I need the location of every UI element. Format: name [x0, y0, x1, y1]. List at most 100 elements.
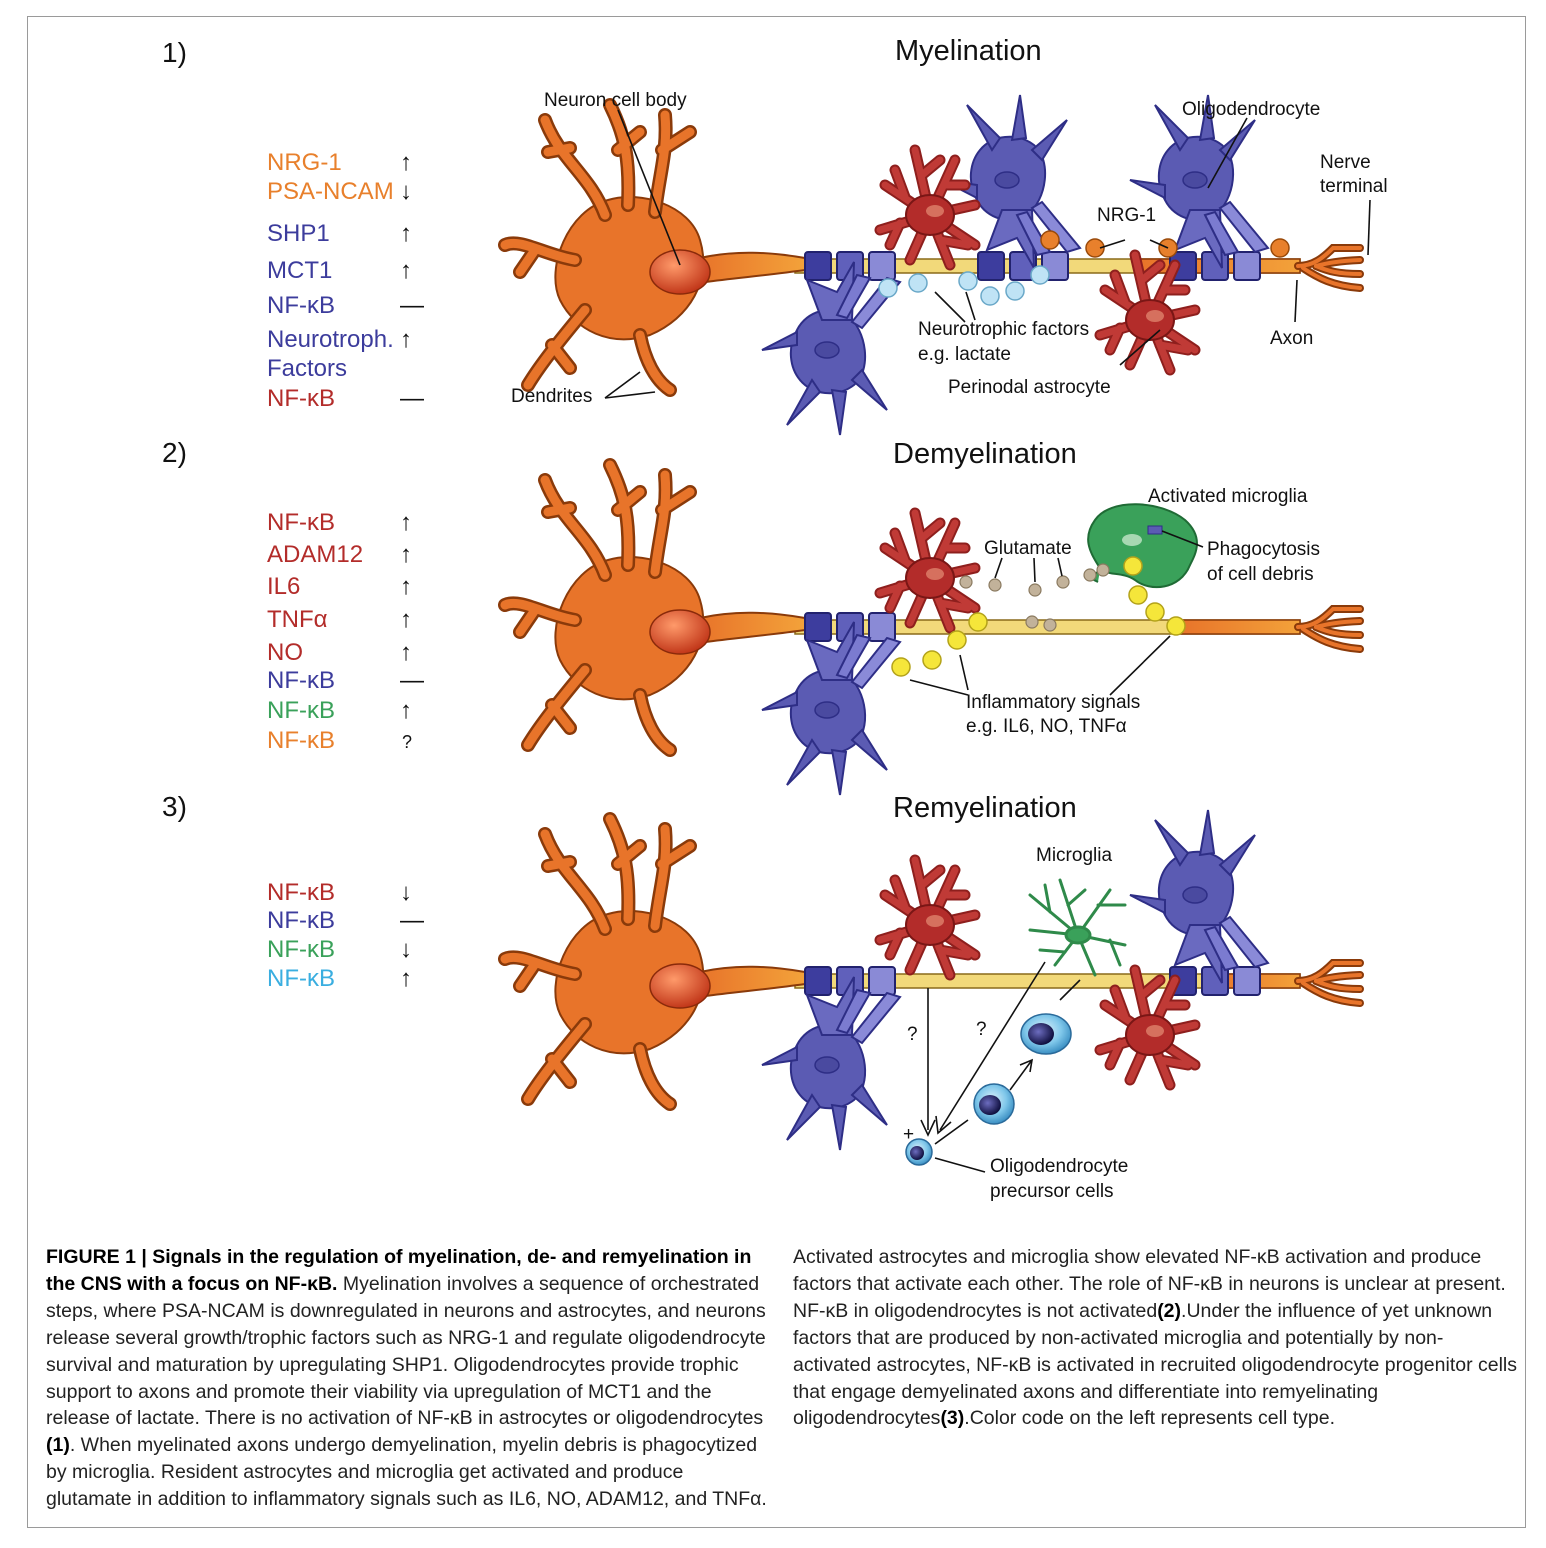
anno-oligodendrocyte: Oligodendrocyte: [1182, 99, 1320, 120]
panel-3-number: 3): [162, 791, 187, 822]
caption-ref-1: (1): [46, 1434, 70, 1457]
panel-2-demyelination: NF-κB ↑ ADAM12 ↑ IL6 ↑ TNFα ↑ NO ↑ NF-κB…: [162, 437, 1360, 796]
figure-caption-label: FIGURE 1 | Signals in the regulation of …: [46, 1246, 752, 1295]
anno-neuron-cell-body: Neuron cell body: [544, 90, 687, 111]
legend-2-arrow-2: ↑: [400, 541, 412, 568]
legend-3-arrow-1: ↓: [400, 879, 412, 906]
caption-text-3: Under the influence of yet unknown facto…: [793, 1299, 1518, 1430]
legend-1-label-1: NRG-1: [267, 149, 342, 176]
caption-text-2: . When myelinated axons undergo demyelin…: [46, 1434, 767, 1511]
panel-3-opc-large: [1020, 1013, 1072, 1055]
figure-frame: [27, 16, 1526, 1528]
legend-2-arrow-1: ↑: [400, 509, 412, 536]
panel-2-number: 2): [162, 437, 187, 468]
panel-3-oligodendrocyte-right: [1129, 809, 1269, 984]
caption-text-4: Color code on the left represents cell t…: [969, 1407, 1335, 1430]
legend-2-label-8: NF-κB: [267, 727, 335, 754]
legend-1-arrow-1: ↑: [400, 149, 412, 176]
panel-1-oligodendrocyte-right: [1129, 94, 1269, 269]
anno-lactate: e.g. lactate: [918, 344, 1011, 365]
legend-1-arrow-4: ↑: [400, 257, 412, 284]
panel-1-number: 1): [162, 37, 187, 68]
anno-terminal: terminal: [1320, 176, 1388, 197]
anno-q1: ?: [907, 1024, 918, 1045]
legend-1-arrow-6: ↑: [400, 326, 412, 353]
legend-1-arrow-8: —: [400, 385, 424, 412]
legend-1-label-4: MCT1: [267, 257, 332, 284]
legend-1-arrow-2: ↓: [400, 178, 412, 205]
caption-ref-3: (3): [940, 1407, 965, 1430]
legend-2-label-7: NF-κB: [267, 697, 335, 724]
legend-2-label-1: NF-κB: [267, 509, 335, 536]
legend-2-arrow-8: ?: [402, 732, 412, 752]
caption-ref-2: (2): [1157, 1299, 1182, 1322]
legend-1-label-3: SHP1: [267, 220, 330, 247]
anno-neurotrophic: Neurotrophic factors: [918, 319, 1089, 340]
anno-nrg1: NRG-1: [1097, 205, 1156, 226]
panel-1-astrocyte-top: [880, 150, 975, 265]
legend-3-arrow-4: ↑: [400, 965, 412, 992]
anno-dendrites: Dendrites: [511, 386, 592, 407]
legend-1-label-7: Factors: [267, 355, 347, 382]
panel-1-myelination: NRG-1 ↑ PSA-NCAM ↓ SHP1 ↑ MCT1 ↑ NF-κB —…: [162, 35, 1388, 436]
legend-2-arrow-4: ↑: [400, 606, 412, 633]
legend-2-arrow-6: —: [400, 667, 424, 694]
anno-axon: Axon: [1270, 328, 1313, 349]
legend-2-label-3: IL6: [267, 573, 300, 600]
legend-1-label-2: PSA-NCAM: [267, 178, 394, 205]
panel-3-oligodendrocyte-left: [761, 976, 901, 1151]
legend-3-label-3: NF-κB: [267, 936, 335, 963]
anno-phagocytosis: Phagocytosis: [1207, 539, 1320, 560]
panel-2-legend: NF-κB ↑ ADAM12 ↑ IL6 ↑ TNFα ↑ NO ↑ NF-κB…: [267, 509, 424, 754]
legend-2-arrow-7: ↑: [400, 697, 412, 724]
panel-1-title: Myelination: [895, 35, 1042, 67]
anno-inflammatory: Inflammatory signals: [966, 692, 1140, 713]
anno-microglia: Microglia: [1036, 845, 1112, 866]
panel-2-astrocyte: [880, 513, 975, 628]
anno-opc-line1: Oligodendrocyte: [990, 1156, 1128, 1177]
figure-illustration: NRG-1 ↑ PSA-NCAM ↓ SHP1 ↑ MCT1 ↑ NF-κB —…: [162, 35, 1388, 1202]
panel-3-opc-medium: [973, 1083, 1015, 1125]
panel-3-neuron: [505, 819, 805, 1104]
anno-activated-microglia: Activated microglia: [1148, 486, 1308, 507]
legend-2-label-6: NF-κB: [267, 667, 335, 694]
caption-text-4: .: [964, 1407, 970, 1430]
legend-3-arrow-3: ↓: [400, 936, 412, 963]
legend-2-label-4: TNFα: [267, 606, 328, 633]
legend-1-label-5: NF-κB: [267, 292, 335, 319]
legend-1-arrow-5: —: [400, 292, 424, 319]
anno-opc-line2: precursor cells: [990, 1181, 1114, 1202]
caption-text-2: Activated astrocytes and microglia show …: [793, 1246, 1506, 1322]
panel-3-legend: NF-κB ↓ NF-κB — NF-κB ↓ NF-κB ↑: [267, 879, 424, 992]
legend-3-label-4: NF-κB: [267, 965, 335, 992]
panel-1-neuron: [505, 105, 805, 390]
panel-2-neuron: [505, 465, 805, 750]
panel-2-title: Demyelination: [893, 438, 1077, 470]
caption-text-3: .: [1181, 1299, 1187, 1322]
legend-3-label-1: NF-κB: [267, 879, 335, 906]
legend-3-arrow-2: —: [400, 907, 424, 934]
legend-1-arrow-3: ↑: [400, 220, 412, 247]
anno-inflammatory-examples: e.g. IL6, NO, TNFα: [966, 716, 1127, 737]
caption-text-1: Myelination involves a sequence of orche…: [46, 1272, 766, 1430]
panel-3-title: Remyelination: [893, 792, 1077, 824]
legend-2-label-5: NO: [267, 639, 303, 666]
panel-3-astrocyte-top: [880, 860, 975, 975]
figure-caption-left: FIGURE 1 | Signals in the regulation of …: [46, 1244, 771, 1513]
anno-plus: +: [903, 1124, 914, 1145]
anno-glutamate: Glutamate: [984, 538, 1072, 559]
panel-3-microglia: [1028, 878, 1127, 977]
legend-2-arrow-3: ↑: [400, 573, 412, 600]
anno-q2: ?: [976, 1019, 987, 1040]
legend-2-label-2: ADAM12: [267, 541, 363, 568]
legend-3-label-2: NF-κB: [267, 907, 335, 934]
legend-1-label-8: NF-κB: [267, 385, 335, 412]
panel-3-remyelination: NF-κB ↓ NF-κB — NF-κB ↓ NF-κB ↑ 3) Remye…: [162, 791, 1360, 1202]
legend-2-arrow-5: ↑: [400, 639, 412, 666]
legend-1-label-6: Neurotroph.: [267, 326, 394, 353]
anno-nerve: Nerve: [1320, 152, 1371, 173]
anno-perinodal: Perinodal astrocyte: [948, 377, 1111, 398]
panel-1-legend: NRG-1 ↑ PSA-NCAM ↓ SHP1 ↑ MCT1 ↑ NF-κB —…: [267, 149, 424, 412]
panel-2-oligodendrocyte: [761, 621, 901, 796]
anno-cell-debris: of cell debris: [1207, 564, 1314, 585]
